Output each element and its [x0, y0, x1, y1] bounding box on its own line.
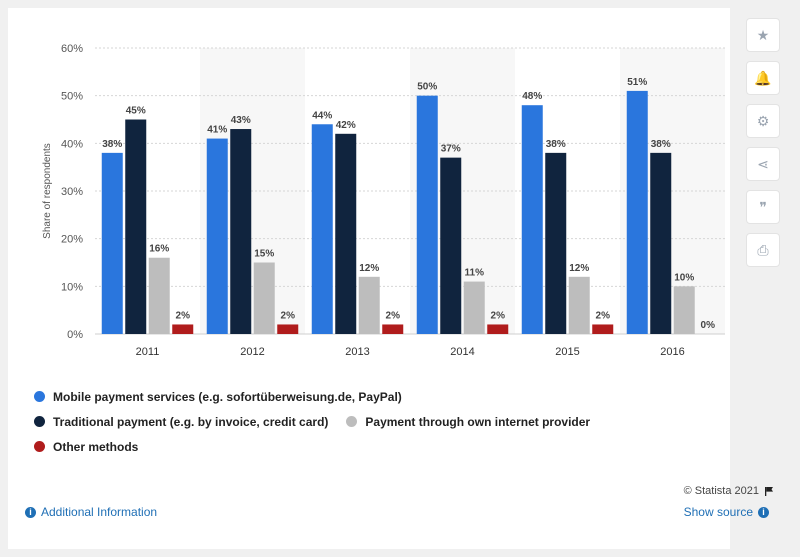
- data-label: 2%: [596, 310, 611, 321]
- data-label: 12%: [359, 263, 379, 274]
- bar: [463, 281, 485, 334]
- data-label: 43%: [231, 115, 251, 126]
- legend-item-provider[interactable]: Payment through own internet provider: [346, 415, 590, 429]
- data-label: 38%: [546, 139, 566, 150]
- y-tick-label: 40%: [61, 138, 83, 150]
- bar: [592, 324, 614, 334]
- data-label: 15%: [254, 249, 274, 260]
- legend-row-2: Traditional payment (e.g. by invoice, cr…: [34, 413, 714, 430]
- data-label: 2%: [386, 310, 401, 321]
- x-tick-label: 2015: [555, 346, 579, 358]
- data-label: 41%: [207, 125, 227, 136]
- y-tick-label: 30%: [61, 186, 83, 198]
- data-label: 50%: [417, 82, 437, 93]
- gear-icon[interactable]: ⚙: [746, 104, 780, 138]
- data-label: 0%: [701, 320, 716, 331]
- data-label: 2%: [491, 310, 506, 321]
- bar: [206, 138, 228, 334]
- legend-marker-traditional: [34, 416, 45, 427]
- data-label: 51%: [627, 77, 647, 88]
- bar: [545, 152, 567, 334]
- data-label: 44%: [312, 110, 332, 121]
- legend-label-provider: Payment through own internet provider: [365, 414, 591, 429]
- data-label: 2%: [176, 310, 191, 321]
- bar: [125, 119, 147, 334]
- data-label: 2%: [281, 310, 296, 321]
- credit-text: © Statista 2021: [683, 485, 759, 497]
- data-label: 37%: [441, 144, 461, 155]
- data-label: 12%: [569, 263, 589, 274]
- legend-label-other: Other methods: [53, 439, 139, 454]
- statista-credit: © Statista 2021: [684, 485, 774, 497]
- bar: [253, 262, 275, 334]
- data-label: 45%: [126, 106, 146, 117]
- chart-card: 0% 10% 20% 30% 40% 50% 60% Share of respondents…: [8, 8, 730, 549]
- share-icon[interactable]: ⋖: [746, 147, 780, 181]
- star-icon[interactable]: ★: [746, 18, 780, 52]
- bar: [358, 276, 380, 334]
- x-tick-label: 2014: [450, 346, 474, 358]
- quote-icon[interactable]: ❞: [746, 190, 780, 224]
- bar: [277, 324, 299, 334]
- bar: [440, 157, 462, 334]
- legend: Mobile payment services (e.g. sofortüber…: [34, 388, 714, 463]
- bar: [650, 152, 672, 334]
- y-tick-label: 60%: [61, 43, 83, 55]
- data-label: 42%: [336, 120, 356, 131]
- bell-icon[interactable]: 🔔: [746, 61, 780, 95]
- print-icon[interactable]: ⎙: [746, 233, 780, 267]
- legend-item-mobile[interactable]: Mobile payment services (e.g. sofortüber…: [34, 390, 402, 404]
- bar: [673, 286, 695, 334]
- show-source-label: Show source: [683, 505, 753, 519]
- bar: [335, 133, 357, 334]
- legend-label-mobile: Mobile payment services (e.g. sofortüber…: [53, 389, 402, 404]
- x-tick-label: 2016: [660, 346, 684, 358]
- data-label: 38%: [102, 139, 122, 150]
- bar: [311, 124, 333, 335]
- bar: [382, 324, 404, 334]
- bar: [101, 152, 123, 334]
- x-tick-label: 2012: [240, 346, 264, 358]
- additional-information-label: Additional Information: [41, 505, 158, 519]
- data-label: 38%: [651, 139, 671, 150]
- legend-item-other[interactable]: Other methods: [34, 440, 138, 454]
- legend-row-3: Other methods: [34, 438, 714, 455]
- y-tick-label: 50%: [61, 91, 83, 103]
- legend-label-traditional: Traditional payment (e.g. by invoice, cr…: [53, 414, 329, 429]
- bar: [521, 105, 543, 334]
- info-icon: i: [758, 506, 769, 518]
- x-tick-label: 2013: [345, 346, 369, 358]
- bar: [148, 257, 170, 334]
- legend-marker-other: [34, 441, 45, 452]
- y-tick-label: 20%: [61, 234, 83, 246]
- bar: [487, 324, 509, 334]
- additional-information-link[interactable]: i Additional Information: [20, 505, 157, 519]
- show-source-link[interactable]: Show source i: [684, 505, 774, 519]
- info-icon: i: [25, 506, 36, 518]
- y-tick-label: 0%: [67, 329, 83, 341]
- data-label: 10%: [674, 272, 694, 283]
- legend-marker-provider: [346, 416, 358, 427]
- data-label: 11%: [465, 268, 485, 279]
- bar: [626, 90, 648, 335]
- bar: [172, 324, 194, 334]
- y-tick-label: 10%: [61, 281, 83, 293]
- bar: [230, 129, 252, 334]
- x-tick-label: 2011: [136, 346, 160, 358]
- bar: [568, 276, 590, 334]
- legend-marker-mobile: [34, 391, 45, 402]
- data-label: 16%: [149, 244, 169, 255]
- bar: [416, 95, 438, 335]
- legend-item-traditional[interactable]: Traditional payment (e.g. by invoice, cr…: [34, 415, 328, 429]
- toolbar: ★ 🔔 ⚙ ⋖ ❞ ⎙: [746, 18, 780, 276]
- y-axis-label: Share of respondents: [42, 143, 53, 239]
- bar-chart: 0% 10% 20% 30% 40% 50% 60% Share of respondents…: [42, 43, 725, 358]
- flag-icon[interactable]: [764, 486, 774, 496]
- legend-row-1: Mobile payment services (e.g. sofortüber…: [34, 388, 714, 405]
- data-label: 48%: [522, 91, 542, 102]
